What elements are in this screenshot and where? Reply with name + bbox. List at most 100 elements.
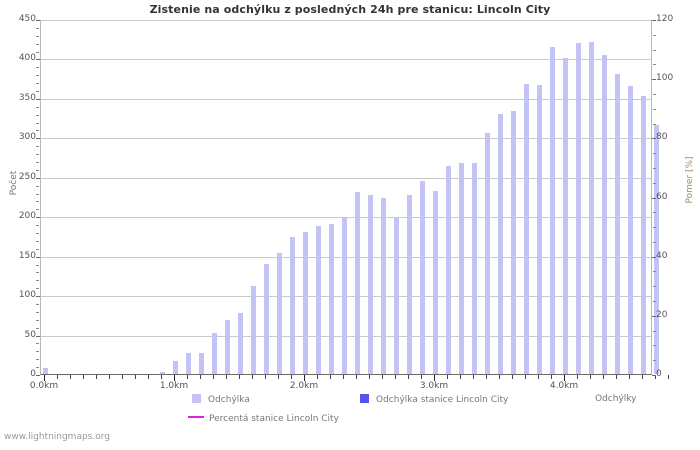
- bar: [602, 55, 607, 374]
- legend-item[interactable]: Odchýlka: [192, 394, 250, 405]
- y-axis-right-tick: [652, 197, 656, 199]
- y-axis-right-minor-tick: [653, 345, 656, 347]
- y-axis-left-tick-label: 400: [18, 53, 36, 64]
- y-axis-left-minor-tick: [36, 122, 39, 124]
- x-axis-minor-tick: [460, 375, 461, 379]
- y-axis-right-tick-label: 0: [656, 369, 662, 379]
- y-axis-right-tick: [652, 315, 656, 317]
- x-axis-minor-tick: [200, 375, 201, 379]
- bar: [550, 47, 555, 374]
- y-axis-left-tick: [36, 177, 40, 179]
- y-axis-left: 0 50 100 150 200 250 300 350 400 450: [0, 0, 36, 450]
- bar: [329, 224, 334, 374]
- x-axis-tick-label: 3.0km: [419, 381, 449, 391]
- x-axis-minor-tick: [668, 375, 669, 379]
- legend-item[interactable]: Percentá stanice Lincoln City: [188, 414, 339, 424]
- x-axis-minor-tick: [57, 375, 58, 379]
- bars-layer: [41, 20, 659, 374]
- bar: [407, 194, 412, 374]
- x-axis-minor-tick: [603, 375, 604, 379]
- bar: [498, 113, 503, 374]
- x-axis-minor-tick: [499, 375, 500, 379]
- bar: [394, 217, 399, 374]
- x-axis-minor-tick: [278, 375, 279, 379]
- legend-item[interactable]: Odchýlka stanice Lincoln City: [360, 394, 508, 405]
- x-axis-minor-tick: [616, 375, 617, 379]
- x-axis-minor-tick: [629, 375, 630, 379]
- y-axis-right-minor-tick: [653, 271, 656, 273]
- x-axis-minor-tick: [83, 375, 84, 379]
- y-axis-left-tick: [36, 375, 40, 376]
- y-axis-left-minor-tick: [36, 367, 39, 369]
- x-axis-minor-tick: [226, 375, 227, 379]
- x-axis-ticks: [40, 375, 669, 381]
- x-axis-minor-tick: [135, 375, 136, 379]
- x-axis-minor-tick: [486, 375, 487, 379]
- x-axis-minor-tick: [148, 375, 149, 379]
- y-axis-left-tick-label: 200: [18, 211, 36, 222]
- plot-area: [40, 20, 659, 375]
- x-axis-minor-tick: [343, 375, 344, 379]
- y-axis-right-minor-tick: [653, 182, 656, 184]
- y-axis-right-minor-tick: [653, 360, 656, 362]
- x-axis-minor-tick: [239, 375, 240, 379]
- x-axis-minor-tick: [317, 375, 318, 379]
- gridline: [41, 138, 651, 140]
- y-axis-left-tick: [36, 59, 40, 61]
- bar: [433, 190, 438, 374]
- bar: [368, 194, 373, 374]
- x-axis-tick-label: 4.0km: [549, 381, 579, 391]
- x-axis-major-tick: [434, 375, 435, 381]
- x-axis-minor-tick: [96, 375, 97, 379]
- gridline: [41, 20, 651, 21]
- x-axis-minor-tick: [447, 375, 448, 379]
- gridline: [41, 177, 651, 179]
- y-axis-left-minor-tick: [36, 185, 39, 187]
- x-axis-minor-tick: [161, 375, 162, 379]
- bar: [212, 332, 217, 374]
- bar: [225, 320, 230, 374]
- x-axis-minor-tick: [525, 375, 526, 379]
- legend-color-swatch: [192, 394, 201, 403]
- y-axis-left-tick: [36, 256, 40, 258]
- x-axis-minor-tick: [109, 375, 110, 379]
- y-axis-left-minor-tick: [36, 280, 39, 282]
- y-axis-left-minor-tick: [36, 83, 39, 85]
- y-axis-left-minor-tick: [36, 359, 39, 361]
- y-axis-right-tick: [652, 375, 656, 376]
- bar: [485, 133, 490, 374]
- y-axis-left-minor-tick: [36, 35, 39, 37]
- bar: [43, 367, 48, 374]
- y-axis-right-minor-tick: [653, 123, 656, 125]
- bar: [186, 352, 191, 374]
- bar: [563, 57, 568, 374]
- x-axis-minor-tick: [655, 375, 656, 379]
- x-axis-minor-tick: [70, 375, 71, 379]
- x-axis-minor-tick: [551, 375, 552, 379]
- legend-label: Odchýlka: [208, 395, 250, 405]
- bar: [459, 163, 464, 374]
- y-axis-left-minor-tick: [36, 67, 39, 69]
- y-axis-left-minor-tick: [36, 162, 39, 163]
- y-axis-right-minor-tick: [653, 64, 656, 66]
- bar: [355, 191, 360, 374]
- y-axis-right-minor-tick: [653, 241, 656, 243]
- bar: [615, 74, 620, 374]
- bar: [238, 313, 243, 374]
- y-axis-right-minor-tick: [653, 301, 656, 303]
- y-axis-left-tick-label: 100: [18, 290, 36, 301]
- x-axis-minor-tick: [382, 375, 383, 379]
- bar: [472, 162, 477, 374]
- y-axis-left-tick-label: 250: [18, 171, 36, 182]
- chart-title: Zistenie na odchýlku z posledných 24h pr…: [149, 3, 551, 16]
- y-axis-right-tick: [652, 79, 656, 81]
- y-axis-left-minor-tick: [36, 169, 39, 171]
- y-axis-left-minor-tick: [36, 209, 39, 211]
- bar: [199, 352, 204, 374]
- x-axis-major-tick: [174, 375, 175, 381]
- y-axis-right-minor-tick: [653, 49, 656, 51]
- y-axis-left-tick-label: 50: [24, 329, 36, 340]
- bar: [537, 85, 542, 374]
- bar: [589, 41, 594, 374]
